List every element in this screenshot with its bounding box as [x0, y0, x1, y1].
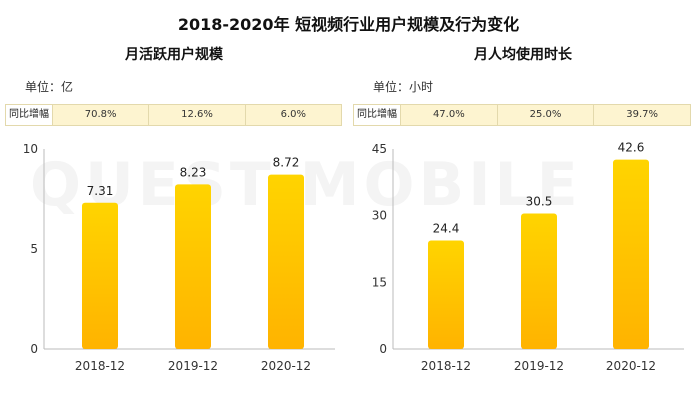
bar-2018-12: [428, 240, 464, 349]
data-label: 8.72: [273, 156, 300, 170]
panel-usage-time: 月人均使用时长 单位：小时 同比增幅 47.0% 25.0% 39.7% 0 15…: [349, 0, 697, 401]
x-tick-label: 2019-12: [168, 359, 218, 373]
x-tick-label: 2020-12: [606, 359, 656, 373]
data-label: 24.4: [433, 222, 460, 236]
x-tick-label: 2020-12: [261, 359, 311, 373]
growth-cell-2018: 47.0%: [401, 105, 498, 125]
growth-cell-2019: 12.6%: [149, 105, 246, 125]
bar-2020-12: [268, 174, 304, 349]
growth-row-mau: 同比增幅 70.8% 12.6% 6.0%: [5, 104, 342, 126]
growth-header-mau: 同比增幅: [6, 105, 53, 125]
chart-mau: 0 5 10 7.31 2018-12 8.23 2019-12 8.72 2020-12: [23, 142, 335, 373]
y-tick-label: 15: [372, 275, 387, 289]
bar-2019-12: [175, 184, 211, 349]
bar-2020-12: [613, 159, 649, 349]
y-tick-label: 0: [379, 342, 387, 356]
y-tick-label: 45: [372, 142, 387, 156]
bar-2019-12: [521, 213, 557, 349]
unit-label-mau: 单位：亿: [25, 80, 74, 94]
main-title: 2018-2020年 短视频行业用户规模及行为变化: [177, 15, 520, 34]
growth-cell-2020: 6.0%: [245, 105, 341, 125]
x-tick-label: 2019-12: [514, 359, 564, 373]
panel-monthly-active-users: 月活跃用户规模 单位：亿 同比增幅 70.8% 12.6% 6.0% 0 5 10 7…: [0, 0, 348, 401]
y-tick-label: 30: [372, 209, 387, 223]
panel-title-mau: 月活跃用户规模: [125, 47, 223, 63]
data-label: 7.31: [87, 184, 114, 198]
y-tick-label: 0: [30, 342, 38, 356]
growth-row-usage: 同比增幅 47.0% 25.0% 39.7%: [353, 104, 691, 126]
growth-cell-2020: 39.7%: [594, 105, 691, 125]
growth-cell-2018: 70.8%: [53, 105, 150, 125]
x-tick-label: 2018-12: [421, 359, 471, 373]
data-label: 42.6: [618, 141, 645, 155]
data-label: 8.23: [180, 165, 207, 179]
growth-cell-2019: 25.0%: [497, 105, 595, 125]
growth-header-usage: 同比增幅: [354, 105, 401, 125]
panel-title-usage: 月人均使用时长: [474, 47, 572, 63]
bar-2018-12: [82, 202, 118, 349]
data-label: 30.5: [526, 194, 553, 208]
y-tick-label: 10: [23, 142, 38, 156]
y-tick-label: 5: [30, 242, 38, 256]
unit-label-usage: 单位：小时: [373, 80, 434, 94]
x-tick-label: 2018-12: [75, 359, 125, 373]
chart-usage: 0 15 30 45 24.4 2018-12 30.5 2019-12 42.6 2020-12: [372, 141, 684, 373]
